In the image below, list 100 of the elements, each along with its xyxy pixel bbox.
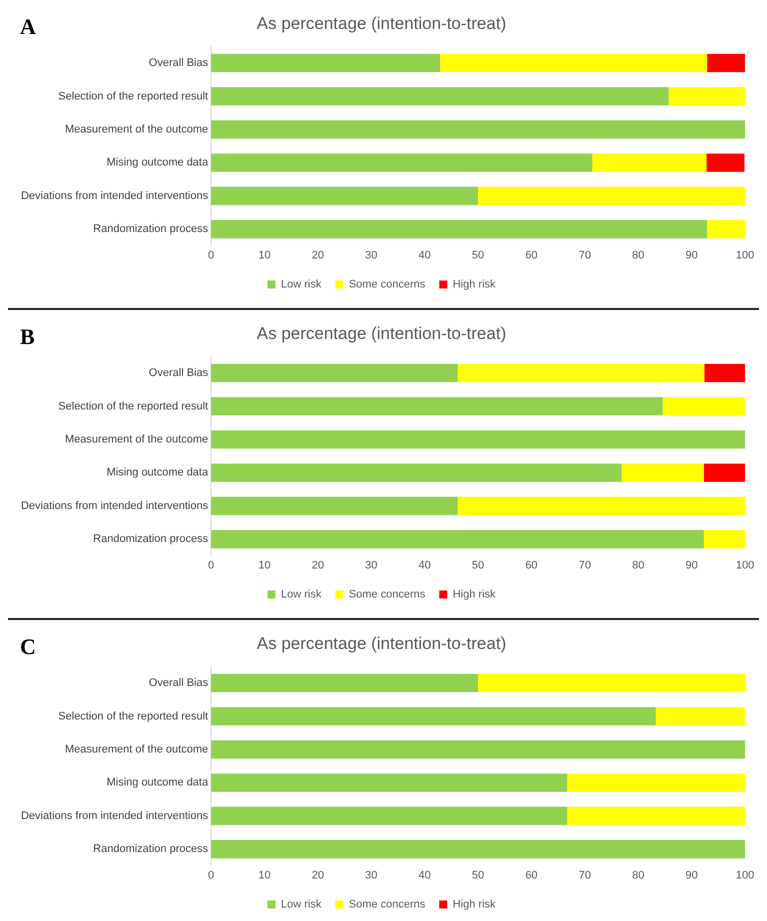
chart-title: As percentage (intention-to-treat) <box>256 14 506 33</box>
bar <box>211 674 478 692</box>
bar <box>707 54 745 72</box>
x-tick-label: 40 <box>418 249 431 262</box>
legend-label: Some concerns <box>348 278 426 291</box>
x-tick-label: 50 <box>472 559 484 572</box>
x-tick-label: 90 <box>685 559 698 572</box>
x-tick-label: 50 <box>472 869 484 882</box>
x-tick-label: 100 <box>736 869 754 882</box>
bar <box>567 806 745 826</box>
bar <box>211 364 458 382</box>
y-tick-label: Randomization process <box>93 533 209 546</box>
y-tick-label: Overall Bias <box>148 367 209 380</box>
legend-label: Some concerns <box>348 898 426 911</box>
x-tick-label: 30 <box>365 559 378 572</box>
text: B <box>20 324 35 350</box>
bar <box>211 496 458 516</box>
bar <box>211 430 745 449</box>
bar <box>440 54 708 72</box>
bar <box>211 464 622 482</box>
y-tick-label: Measurement of the outcome <box>65 124 208 136</box>
text: C <box>20 634 36 660</box>
x-tick-label: 70 <box>578 249 591 262</box>
legend-label: High risk <box>452 588 496 601</box>
x-tick-label: 20 <box>312 869 324 882</box>
bar <box>211 840 745 858</box>
chart-title: As percentage (intention-to-treat) <box>256 324 506 343</box>
bar <box>592 154 707 172</box>
y-tick-label: Measurement of the outcome <box>65 434 208 446</box>
x-tick-label: 10 <box>258 559 271 572</box>
y-tick-label: Deviations from intended interventions <box>20 810 209 822</box>
legend-label: Low risk <box>280 588 322 601</box>
y-tick-label: Selection of the reported result <box>58 90 208 102</box>
bar <box>211 740 745 759</box>
x-tick-label: 50 <box>472 249 484 262</box>
bar <box>211 530 704 548</box>
y-tick-label: Mising outcome data <box>106 466 209 479</box>
x-tick-label: 20 <box>312 249 324 262</box>
y-tick-label: Measurement of the outcome <box>65 744 208 756</box>
x-tick-label: 90 <box>685 869 698 882</box>
x-tick-label: 80 <box>632 559 644 572</box>
x-tick-label: 60 <box>525 869 538 882</box>
bar <box>211 707 656 726</box>
x-tick-label: 30 <box>365 869 378 882</box>
chart-title: As percentage (intention-to-treat) <box>256 634 506 653</box>
bar <box>211 186 478 206</box>
legend-label: Low risk <box>280 278 322 291</box>
y-tick-label: Randomization process <box>93 843 209 856</box>
bar <box>458 364 704 382</box>
y-tick-label: Overall Bias <box>148 57 209 70</box>
x-tick-label: 100 <box>736 559 754 572</box>
legend-label: Some concerns <box>348 588 426 601</box>
bar <box>211 54 440 72</box>
y-tick-label: Randomization process <box>93 223 209 236</box>
x-tick-label: 70 <box>578 559 591 572</box>
legend-label: High risk <box>452 898 496 911</box>
text: A <box>20 14 36 40</box>
bar <box>211 87 669 106</box>
x-tick-label: 40 <box>418 869 431 882</box>
bar <box>704 364 745 382</box>
y-tick-label: Overall Bias <box>148 677 209 690</box>
x-tick-label: 100 <box>736 249 754 262</box>
bar <box>707 220 745 238</box>
bar <box>622 464 704 482</box>
x-tick-label: 70 <box>578 869 591 882</box>
y-tick-label: Mising outcome data <box>106 776 209 789</box>
bar <box>668 87 745 106</box>
legend-label: Low risk <box>280 898 322 911</box>
y-tick-label: Deviations from intended interventions <box>20 500 209 512</box>
x-tick-label: 80 <box>632 869 644 882</box>
x-tick-label: 0 <box>208 559 214 572</box>
x-tick-label: 10 <box>258 249 271 262</box>
bar <box>704 464 745 482</box>
bar <box>458 496 745 516</box>
y-tick-label: Mising outcome data <box>106 156 209 169</box>
bar <box>211 397 663 416</box>
x-tick-label: 0 <box>208 249 214 262</box>
bar <box>211 154 592 172</box>
y-tick-label: Selection of the reported result <box>58 400 208 412</box>
bar <box>478 186 745 206</box>
x-tick-label: 30 <box>365 249 378 262</box>
x-tick-label: 40 <box>418 559 431 572</box>
bar <box>211 774 568 792</box>
y-tick-label: Deviations from intended interventions <box>20 190 209 202</box>
x-tick-label: 10 <box>258 869 271 882</box>
x-tick-label: 90 <box>685 249 698 262</box>
bar <box>211 220 708 238</box>
x-tick-label: 20 <box>312 559 324 572</box>
bar <box>662 397 745 416</box>
bar <box>704 530 745 548</box>
bar <box>211 120 745 139</box>
bar <box>211 806 568 826</box>
y-tick-label: Selection of the reported result <box>58 710 208 722</box>
legend-label: High risk <box>452 278 496 291</box>
x-tick-label: 0 <box>208 869 214 882</box>
x-tick-label: 60 <box>525 559 538 572</box>
x-tick-label: 60 <box>525 249 538 262</box>
bar <box>656 707 745 726</box>
x-tick-label: 80 <box>632 249 644 262</box>
bar <box>478 674 745 692</box>
